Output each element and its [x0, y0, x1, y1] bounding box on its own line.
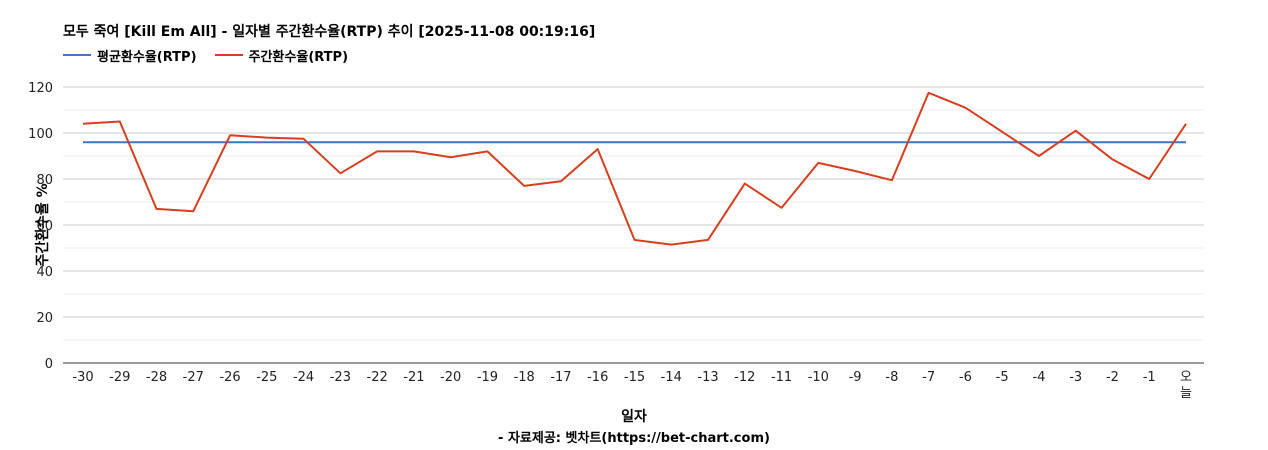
- chart-title: 모두 죽여 [Kill Em All] - 일자별 주간환수율(RTP) 추이 …: [63, 24, 596, 40]
- x-tick-label: -26: [219, 370, 240, 385]
- x-tick-label: -14: [661, 370, 682, 385]
- x-axis-title: 일자: [621, 409, 647, 425]
- x-tick-labels: -30 -29 -28 -27 -26 -25 -24 -23 -22 -21 -20 -19 -18-…: [72, 370, 1192, 401]
- grid-lines: [63, 86, 1204, 364]
- x-tick-label: -17: [550, 370, 571, 385]
- x-tick-label: -20: [440, 370, 461, 385]
- y-axis-title: 주간환수율 %: [34, 183, 51, 266]
- y-tick-label: 100: [28, 127, 53, 142]
- x-tick-label: -21: [403, 370, 424, 385]
- x-tick-label: -19: [477, 370, 498, 385]
- x-tick-label: -10: [808, 370, 829, 385]
- x-tick-label: -28: [146, 370, 167, 385]
- y-tick-label: 0: [45, 357, 53, 372]
- y-tick-label: 120: [28, 81, 53, 96]
- x-tick-label: -2: [1106, 370, 1119, 385]
- x-tick-label: -11: [771, 370, 792, 385]
- x-tick-label: -13: [697, 370, 718, 385]
- legend-swatch-weekly: [214, 54, 243, 56]
- x-tick-label: -22: [367, 370, 388, 385]
- x-tick-label: -15: [624, 370, 645, 385]
- x-tick-label: -30: [72, 370, 93, 385]
- x-tick-label: -27: [183, 370, 204, 385]
- y-tick-labels: 0 20 40 60 80 100 120: [28, 81, 53, 372]
- x-tick-label: -9: [849, 370, 862, 385]
- x-tick-label: -16: [587, 370, 608, 385]
- x-tick-label: -7: [922, 370, 935, 385]
- legend-label-average: 평균환수율(RTP): [97, 49, 197, 65]
- legend-item-weekly[interactable]: 주간환수율(RTP): [214, 46, 349, 65]
- x-tick-label: -29: [109, 370, 130, 385]
- x-tick-label: -18: [514, 370, 535, 385]
- x-tick-label: -6: [959, 370, 972, 385]
- x-tick-label: -3: [1069, 370, 1082, 385]
- x-tick-label: -23: [330, 370, 351, 385]
- legend-label-weekly: 주간환수율(RTP): [248, 49, 349, 65]
- x-tick-label: -5: [996, 370, 1009, 385]
- y-tick-label: 80: [36, 173, 53, 188]
- series-line-weekly: [82, 91, 1187, 246]
- x-tick-label: -12: [734, 370, 755, 385]
- source-credit: - 자료제공: 벳차트(https://bet-chart.com): [498, 430, 770, 446]
- legend-item-average[interactable]: 평균환수율(RTP): [63, 46, 197, 65]
- legend-swatch-average: [63, 54, 91, 56]
- series-lines: [82, 91, 1187, 246]
- chart-legend: 평균환수율(RTP) 주간환수율(RTP): [63, 46, 366, 65]
- x-tick-label: -25: [256, 370, 277, 385]
- y-tick-label: 20: [36, 311, 53, 326]
- x-tick-label: -4: [1032, 370, 1045, 385]
- x-tick-label: -1: [1143, 370, 1156, 385]
- x-tick-label: -8: [885, 370, 898, 385]
- y-tick-label: 60: [36, 219, 53, 234]
- y-tick-label: 40: [36, 265, 53, 280]
- x-tick-label: -24: [293, 370, 314, 385]
